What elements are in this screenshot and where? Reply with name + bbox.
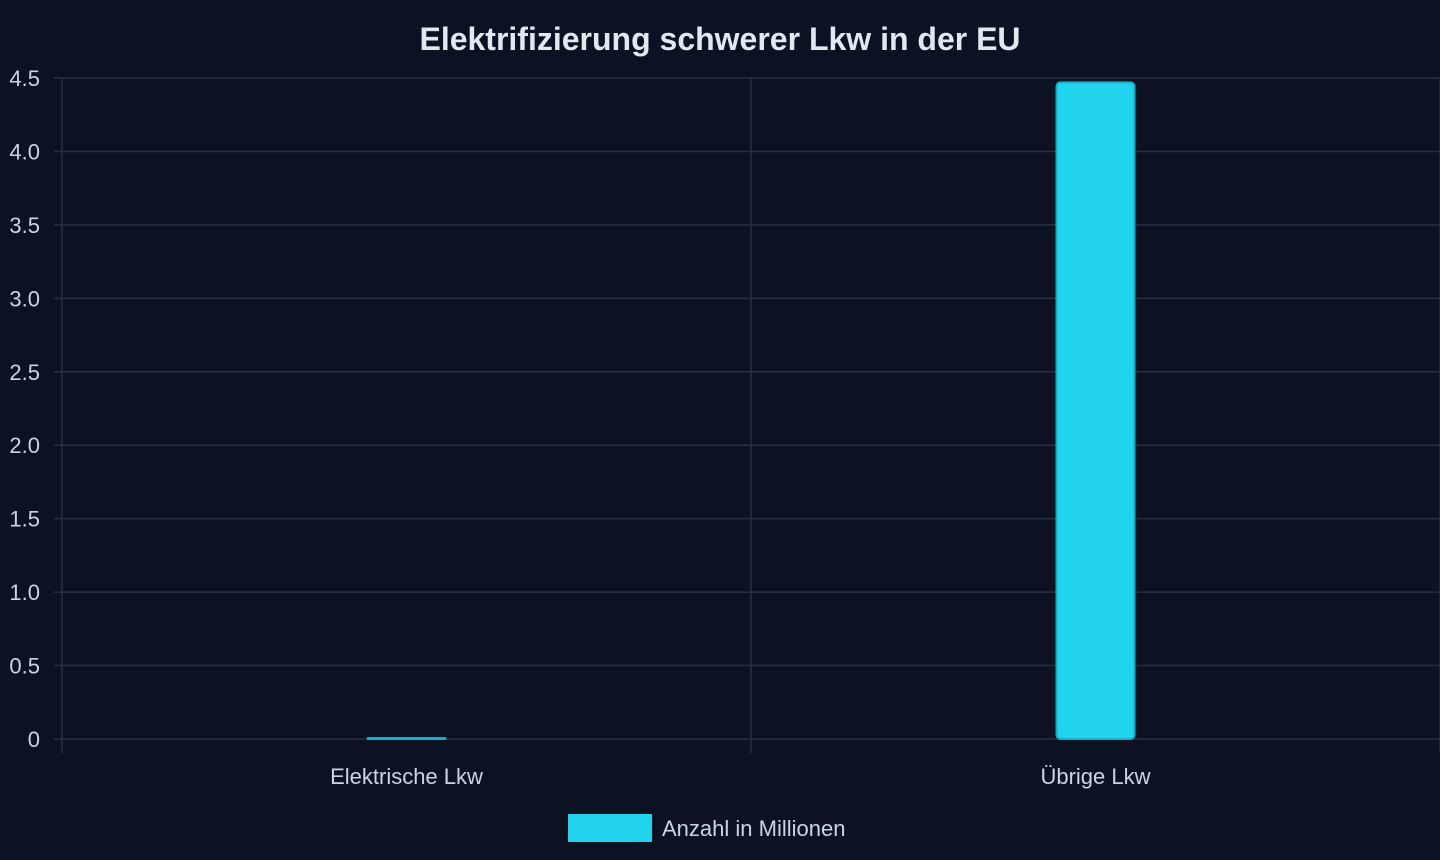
bars	[366, 81, 1136, 740]
grid-lines	[54, 77, 1440, 753]
y-axis-ticks: 0 0.5 1.0 1.5 2.0 2.5 3.0 3.5 4.0 4.5	[9, 66, 40, 752]
y-tick-label: 1.5	[9, 507, 40, 532]
y-tick-label: 0	[28, 727, 40, 752]
legend-swatch	[568, 814, 652, 842]
y-tick-label: 2.0	[9, 433, 40, 458]
bar	[1055, 81, 1136, 740]
x-axis-ticks: Elektrische Lkw Übrige Lkw	[330, 764, 1151, 789]
y-tick-label: 0.5	[9, 654, 40, 679]
bar	[366, 737, 447, 740]
legend-label: Anzahl in Millionen	[662, 816, 845, 841]
y-tick-label: 2.5	[9, 360, 40, 385]
y-tick-label: 1.0	[9, 580, 40, 605]
x-tick-label: Elektrische Lkw	[330, 764, 483, 789]
y-tick-label: 4.0	[9, 139, 40, 164]
y-tick-label: 3.5	[9, 213, 40, 238]
legend[interactable]: Anzahl in Millionen	[568, 814, 845, 842]
x-tick-label: Übrige Lkw	[1040, 764, 1150, 789]
y-tick-label: 3.0	[9, 286, 40, 311]
y-tick-label: 4.5	[9, 66, 40, 91]
chart-title: Elektrifizierung schwerer Lkw in der EU	[419, 21, 1020, 57]
